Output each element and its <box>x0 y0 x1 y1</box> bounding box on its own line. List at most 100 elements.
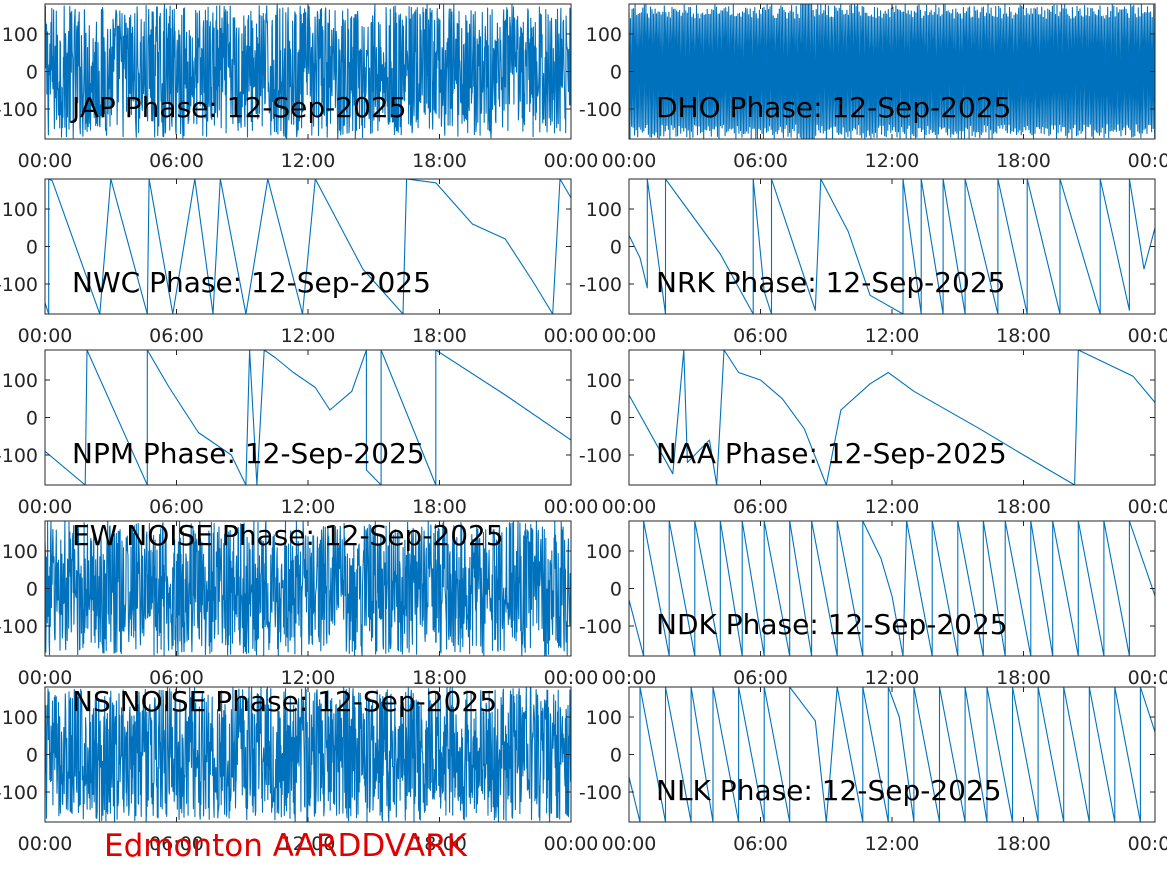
panel-title: NPM Phase: 12-Sep-2025 <box>72 437 425 470</box>
y-tick-label: 100 <box>2 541 38 563</box>
x-tick-label: 00:00 <box>602 667 657 689</box>
phase-trace <box>629 687 1155 822</box>
panel-title: NAA Phase: 12-Sep-2025 <box>656 437 1007 470</box>
x-tick-label: 18:00 <box>996 667 1051 689</box>
phase-panel: -100 0 100 00:00 06:00 12:00 18:00 00:00 NRK Pha… <box>579 178 1167 347</box>
x-tick-label: 00:00 <box>18 496 73 518</box>
x-tick-label: 06:00 <box>149 833 204 855</box>
x-tick-label: 12:00 <box>281 496 336 518</box>
y-tick-label: 0 <box>610 237 622 259</box>
phase-panel: -100 0 100 00:00 06:00 12:00 18:00 00:00 NLK Pha… <box>579 686 1167 855</box>
phase-trace <box>629 521 1155 656</box>
panel-title: DHO Phase: 12-Sep-2025 <box>656 91 1011 124</box>
y-tick-label: 0 <box>610 62 622 84</box>
x-tick-label: 12:00 <box>865 325 920 347</box>
y-tick-label: -100 <box>579 616 622 638</box>
x-tick-label: 18:00 <box>996 150 1051 172</box>
panel-title: NDK Phase: 12-Sep-2025 <box>656 608 1008 641</box>
y-tick-label: 0 <box>26 62 38 84</box>
y-tick-label: 0 <box>610 745 622 767</box>
x-tick-label: 06:00 <box>733 325 788 347</box>
y-tick-label: -100 <box>579 782 622 804</box>
y-tick-label: 0 <box>26 237 38 259</box>
x-tick-label: 00:00 <box>1128 667 1167 689</box>
y-tick-label: -100 <box>579 274 622 296</box>
phase-panel: -100 0 100 00:00 06:00 12:00 18:00 00:00 NDK Pha… <box>579 520 1167 689</box>
y-tick-label: -100 <box>0 445 38 467</box>
y-tick-label: 100 <box>586 199 622 221</box>
phase-trace <box>629 4 1155 139</box>
panel-title: NWC Phase: 12-Sep-2025 <box>72 266 431 299</box>
y-tick-label: 100 <box>586 370 622 392</box>
x-tick-label: 00:00 <box>544 325 599 347</box>
phase-trace <box>45 687 571 822</box>
x-tick-label: 00:00 <box>18 150 73 172</box>
y-tick-label: 100 <box>2 370 38 392</box>
x-tick-label: 00:00 <box>602 833 657 855</box>
panel-title: EW NOISE Phase: 12-Sep-2025 <box>72 519 504 552</box>
y-tick-label: -100 <box>0 99 38 121</box>
y-tick-label: 0 <box>26 408 38 430</box>
x-tick-label: 00:00 <box>602 150 657 172</box>
phase-panel: -100 0 100 00:00 06:00 12:00 18:00 00:00 NS NOIS… <box>0 685 598 855</box>
x-tick-label: 12:00 <box>281 325 336 347</box>
panel-title: NRK Phase: 12-Sep-2025 <box>656 266 1005 299</box>
x-tick-label: 00:00 <box>544 496 599 518</box>
panel-title: NLK Phase: 12-Sep-2025 <box>656 774 1002 807</box>
phase-trace <box>45 521 571 656</box>
phase-trace <box>45 179 571 314</box>
x-tick-label: 06:00 <box>733 667 788 689</box>
x-tick-label: 18:00 <box>996 325 1051 347</box>
phase-panel: -100 0 100 00:00 06:00 12:00 18:00 00:00 JAP Pha… <box>0 3 598 172</box>
station-label: Edmonton AARDDVARK <box>104 828 468 864</box>
x-tick-label: 12:00 <box>281 833 336 855</box>
phase-panel: -100 0 100 00:00 06:00 12:00 18:00 00:00 DHO Pha… <box>579 3 1167 172</box>
x-tick-label: 06:00 <box>149 325 204 347</box>
panel-title: NS NOISE Phase: 12-Sep-2025 <box>72 685 497 718</box>
phase-panel: -100 0 100 00:00 06:00 12:00 18:00 00:00 NPM Pha… <box>0 349 599 518</box>
x-tick-label: 00:00 <box>602 325 657 347</box>
x-tick-label: 18:00 <box>412 325 467 347</box>
x-tick-label: 00:00 <box>602 496 657 518</box>
x-tick-label: 12:00 <box>281 150 336 172</box>
panel-title: JAP Phase: 12-Sep-2025 <box>70 91 407 124</box>
x-tick-label: 18:00 <box>996 496 1051 518</box>
x-tick-label: 18:00 <box>412 150 467 172</box>
x-tick-label: 12:00 <box>865 496 920 518</box>
x-tick-label: 00:00 <box>18 325 73 347</box>
x-tick-label: 06:00 <box>733 496 788 518</box>
y-tick-label: 0 <box>26 745 38 767</box>
phase-panel: -100 0 100 00:00 06:00 12:00 18:00 00:00 NWC Pha… <box>0 178 599 347</box>
y-tick-label: 0 <box>26 579 38 601</box>
phase-trace <box>629 179 1155 314</box>
phase-panel: -100 0 100 00:00 06:00 12:00 18:00 00:00 EW NOIS… <box>0 519 598 689</box>
x-tick-label: 00:00 <box>544 667 599 689</box>
y-tick-label: -100 <box>0 274 38 296</box>
x-tick-label: 12:00 <box>865 833 920 855</box>
x-tick-label: 00:00 <box>1128 150 1167 172</box>
y-tick-label: -100 <box>0 616 38 638</box>
phase-trace <box>629 350 1155 485</box>
x-tick-label: 00:00 <box>1128 325 1167 347</box>
y-tick-label: -100 <box>0 782 38 804</box>
x-tick-label: 18:00 <box>996 833 1051 855</box>
x-tick-label: 00:00 <box>1128 833 1167 855</box>
phase-panel: -100 0 100 00:00 06:00 12:00 18:00 00:00 NAA Pha… <box>579 349 1167 518</box>
y-tick-label: 100 <box>2 707 38 729</box>
x-tick-label: 00:00 <box>544 833 599 855</box>
y-tick-label: 0 <box>610 408 622 430</box>
x-tick-label: 12:00 <box>865 667 920 689</box>
y-tick-label: 100 <box>586 707 622 729</box>
x-tick-label: 12:00 <box>281 667 336 689</box>
y-tick-label: 100 <box>586 541 622 563</box>
x-tick-label: 06:00 <box>149 496 204 518</box>
x-tick-label: 06:00 <box>733 150 788 172</box>
x-tick-label: 00:00 <box>18 667 73 689</box>
y-tick-label: -100 <box>579 445 622 467</box>
y-tick-label: 0 <box>610 579 622 601</box>
y-tick-label: 100 <box>2 199 38 221</box>
x-tick-label: 18:00 <box>412 496 467 518</box>
x-tick-label: 06:00 <box>149 667 204 689</box>
x-tick-label: 06:00 <box>733 833 788 855</box>
